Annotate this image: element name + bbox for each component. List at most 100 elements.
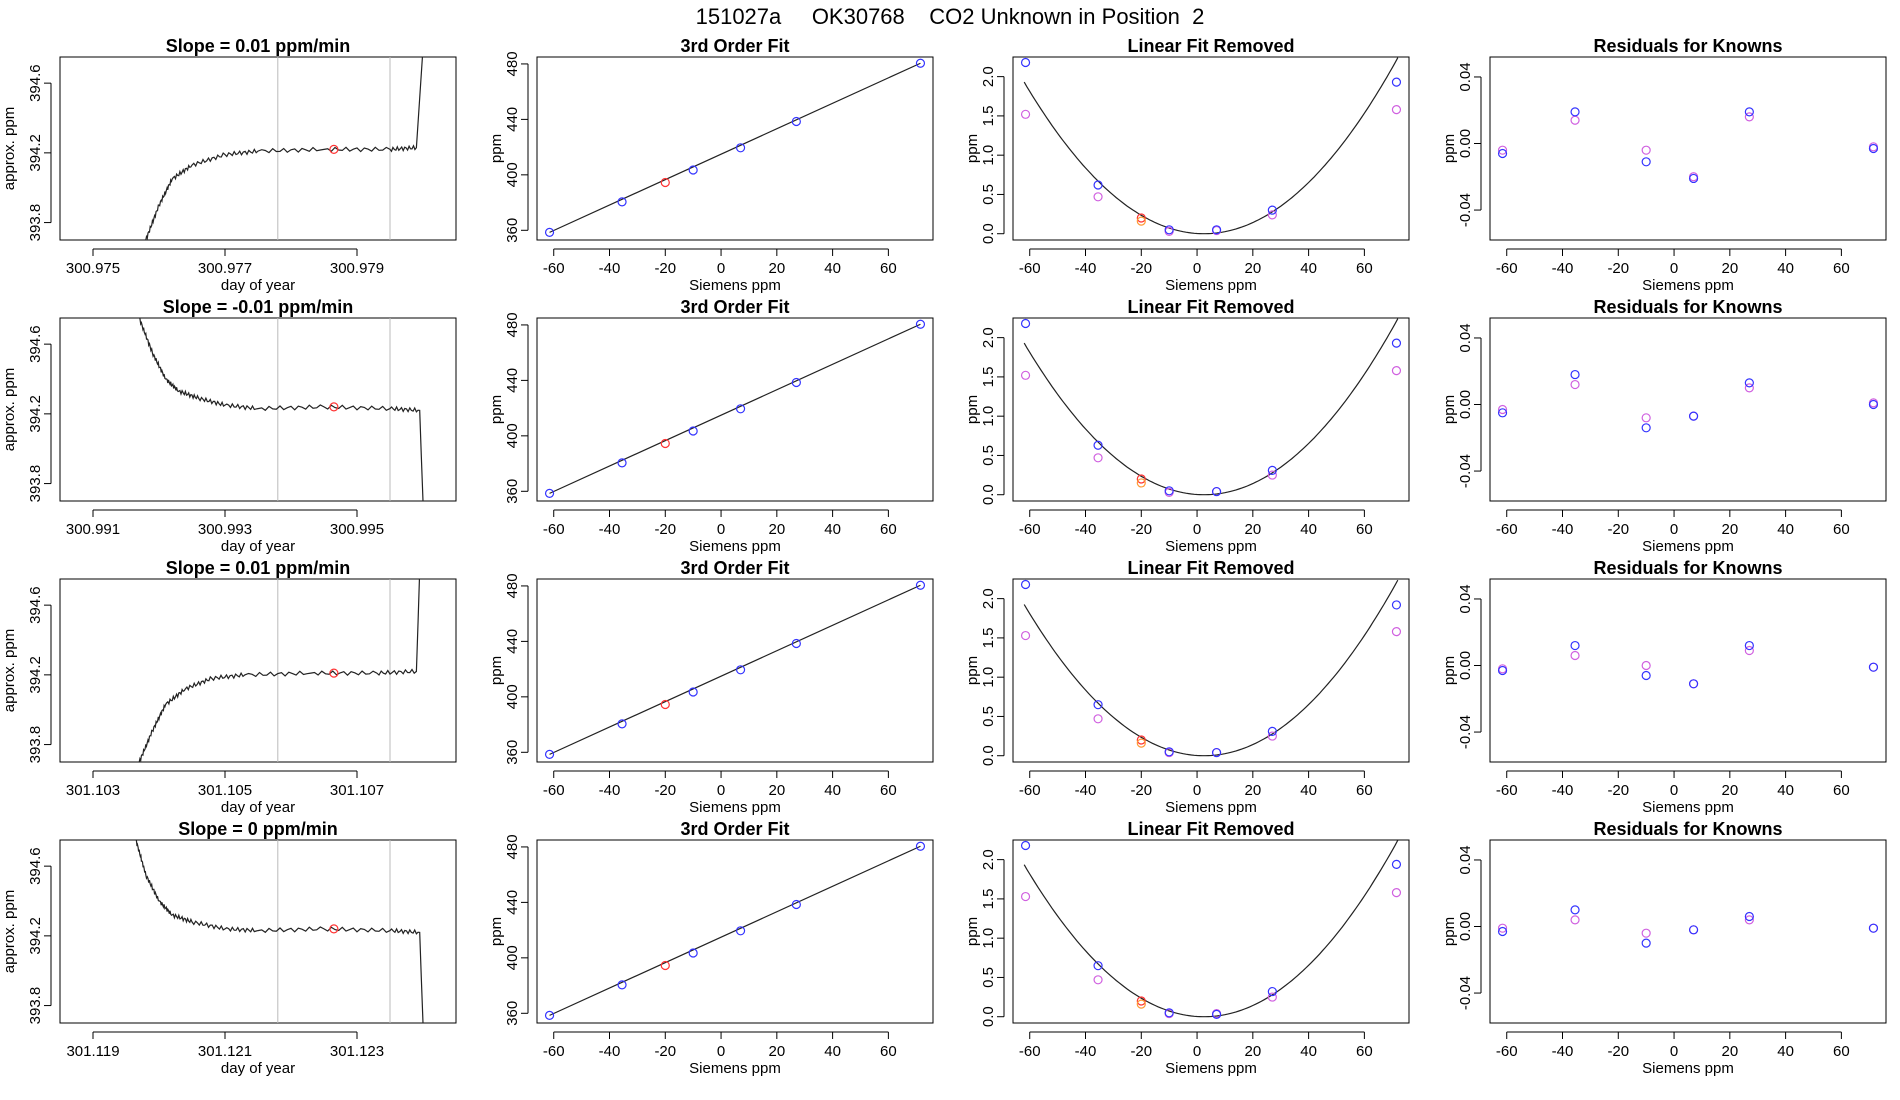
y-tick-label: 440: [504, 890, 521, 915]
y-tick-label: 2.0: [980, 327, 997, 348]
unknown-point: [660, 699, 670, 710]
plot-frame: [59, 56, 457, 241]
x-tick-label: 0: [717, 1043, 725, 1060]
x-tick-label: 40: [824, 521, 841, 538]
x-tick-label: 20: [1721, 260, 1738, 277]
x-tick-label: -60: [1019, 782, 1041, 799]
known-point: [915, 580, 926, 590]
fit-line: [549, 845, 921, 1016]
x-tick-label: -60: [1496, 782, 1518, 799]
known-point: [791, 638, 801, 649]
known-residual-point: [1688, 679, 1699, 689]
x-tick-label: 20: [1721, 1043, 1738, 1060]
known-point: [1391, 338, 1402, 348]
known-residual-point: [1641, 423, 1651, 433]
y-axis-label: ppm: [964, 917, 981, 946]
x-tick-label: -40: [1075, 260, 1097, 277]
y-tick-label: -0.04: [1457, 193, 1474, 227]
y-tick-label: 480: [504, 573, 521, 598]
y-tick-label: 0.04: [1457, 584, 1474, 613]
known-point: [915, 841, 926, 851]
x-tick-label: 20: [1721, 782, 1738, 799]
plot-frame: [59, 839, 457, 1024]
known-point: [735, 926, 746, 936]
known-point: [1211, 747, 1222, 758]
panel-title: 3rd Order Fit: [680, 36, 789, 56]
unknown-point: [660, 960, 670, 971]
x-tick-label: 300.991: [66, 521, 120, 538]
known-residual-point: [1570, 640, 1580, 651]
x-tick-label: -60: [543, 782, 565, 799]
x-tick-label: 0: [1670, 1043, 1678, 1060]
raw-point: [1391, 888, 1402, 898]
x-tick-label: -60: [1496, 260, 1518, 277]
y-axis-label: approx. ppm: [1, 107, 18, 190]
x-tick-label: 60: [1833, 1043, 1850, 1060]
plot-frame: [1489, 578, 1887, 763]
x-tick-label: 20: [1721, 521, 1738, 538]
x-axis-label: Siemens ppm: [689, 1060, 781, 1077]
y-tick-label: -0.04: [1457, 454, 1474, 488]
time-series-line: [138, 318, 424, 501]
y-tick-label: 480: [504, 51, 521, 76]
x-tick-label: 40: [1300, 782, 1317, 799]
panel-title: Slope = 0.01 ppm/min: [166, 36, 351, 56]
known-point: [1093, 440, 1103, 450]
x-tick-label: 40: [1300, 521, 1317, 538]
x-tick-label: 20: [1244, 521, 1261, 538]
panel-title: Residuals for Knowns: [1593, 297, 1782, 317]
unknown-point: [1136, 738, 1146, 748]
panel-fit-row0: 3rd Order Fit -60 -40 -20 0 20 40 60 Siemens ppm…: [488, 36, 934, 294]
x-tick-label: 60: [1833, 521, 1850, 538]
known-point: [544, 227, 555, 237]
x-tick-label: -60: [543, 1043, 565, 1060]
raw-point: [1093, 192, 1103, 202]
plot-frame: [1489, 56, 1887, 241]
x-tick-label: 40: [1300, 1043, 1317, 1060]
panel-resid-row1: Residuals for Knowns -60 -40 -20 0 20 40 60 Siem…: [1441, 297, 1887, 555]
known-point: [1164, 1008, 1174, 1018]
x-tick-label: 60: [1356, 260, 1373, 277]
known-point: [735, 665, 746, 675]
unknown-marker: [329, 924, 339, 934]
known-point: [688, 165, 698, 175]
panel-title: 3rd Order Fit: [680, 297, 789, 317]
y-tick-label: 1.0: [980, 928, 997, 949]
raw-residual-point: [1497, 145, 1508, 155]
x-tick-label: 20: [1244, 260, 1261, 277]
panel-title: Slope = -0.01 ppm/min: [163, 297, 354, 317]
x-tick-label: -20: [1130, 782, 1152, 799]
y-tick-label: 440: [504, 107, 521, 132]
x-axis-label: day of year: [221, 538, 295, 555]
raw-point: [1267, 731, 1277, 741]
x-tick-label: -20: [1130, 260, 1152, 277]
x-tick-label: 0: [1670, 521, 1678, 538]
y-tick-label: 0.5: [980, 184, 997, 205]
x-tick-label: 0: [1193, 782, 1201, 799]
known-residual-point: [1497, 665, 1508, 676]
unknown-point: [1136, 474, 1146, 484]
y-tick-label: 0.00: [1457, 129, 1474, 158]
y-tick-label: 400: [504, 684, 521, 709]
figure-title: 151027a OK30768 CO2 Unknown in Position …: [695, 4, 1205, 29]
panel-fit-row1: 3rd Order Fit -60 -40 -20 0 20 40 60 Siemens ppm…: [488, 297, 934, 555]
panel-time-row1: Slope = -0.01 ppm/min 300.991 300.993 300.9…: [1, 297, 457, 555]
known-point: [1020, 57, 1031, 68]
x-axis-label: Siemens ppm: [689, 799, 781, 816]
unknown-point: [1136, 735, 1146, 745]
raw-point: [1020, 109, 1031, 119]
y-tick-label: 440: [504, 629, 521, 654]
x-tick-label: -60: [543, 260, 565, 277]
time-series-line: [135, 840, 424, 1023]
x-tick-label: -20: [1607, 260, 1629, 277]
y-tick-label: 0.04: [1457, 845, 1474, 874]
x-tick-label: -40: [1552, 521, 1574, 538]
y-tick-label: 393.8: [27, 987, 44, 1025]
y-tick-label: 480: [504, 312, 521, 337]
known-point: [791, 377, 801, 388]
quadratic-curve: [1023, 579, 1399, 757]
y-axis-label: ppm: [964, 656, 981, 685]
x-tick-label: 60: [880, 1043, 897, 1060]
panel-title: Slope = 0 ppm/min: [178, 819, 338, 839]
